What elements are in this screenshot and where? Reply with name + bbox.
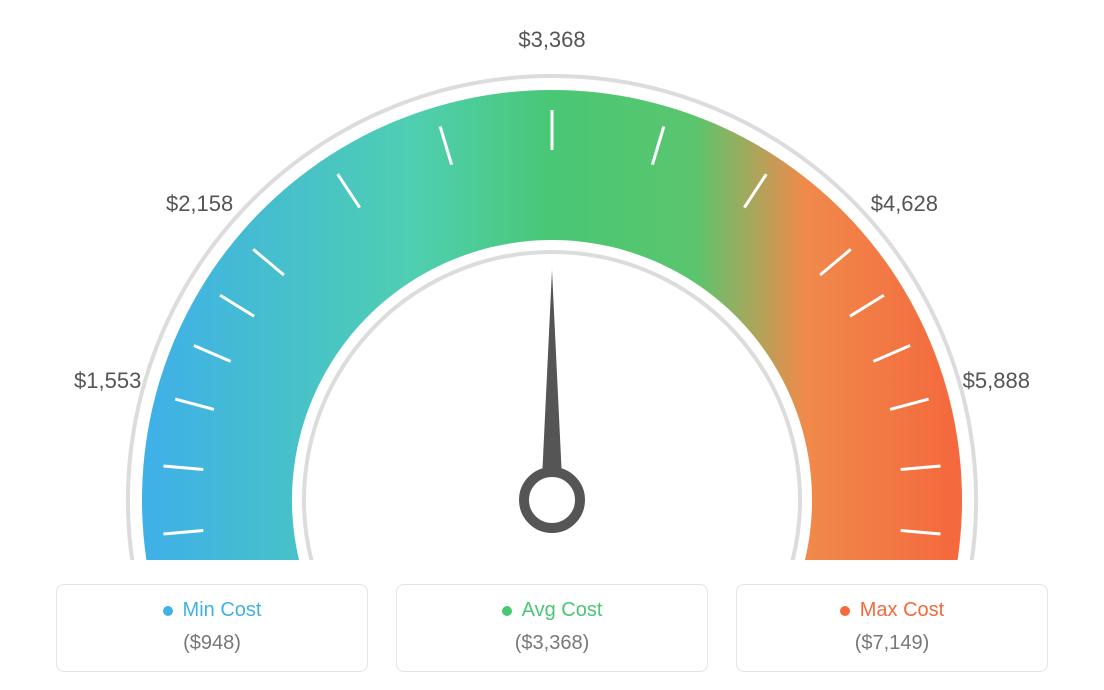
legend-value-min: ($948) (57, 632, 367, 655)
scale-label: $1,553 (74, 368, 141, 394)
legend-value-avg: ($3,368) (397, 632, 707, 655)
scale-label: $4,628 (871, 191, 938, 217)
scale-label: $2,158 (166, 191, 233, 217)
legend-card-min: Min Cost ($948) (56, 584, 368, 672)
legend-title-min: Min Cost (163, 599, 262, 622)
legend-card-max: Max Cost ($7,149) (736, 584, 1048, 672)
legend-title-text: Avg Cost (522, 599, 603, 622)
legend-title-max: Max Cost (840, 599, 944, 622)
legend-row: Min Cost ($948) Avg Cost ($3,368) Max Co… (0, 584, 1104, 672)
scale-label: $3,368 (518, 27, 585, 53)
scale-label: $5,888 (963, 368, 1030, 394)
dot-icon (502, 606, 512, 616)
legend-card-avg: Avg Cost ($3,368) (396, 584, 708, 672)
legend-title-avg: Avg Cost (502, 599, 603, 622)
legend-title-text: Max Cost (860, 599, 944, 622)
gauge-svg (0, 0, 1104, 560)
dot-icon (840, 606, 850, 616)
dot-icon (163, 606, 173, 616)
legend-title-text: Min Cost (183, 599, 262, 622)
legend-value-max: ($7,149) (737, 632, 1047, 655)
gauge-chart: $948$1,553$2,158$3,368$4,628$5,888$7,149 (0, 0, 1104, 560)
